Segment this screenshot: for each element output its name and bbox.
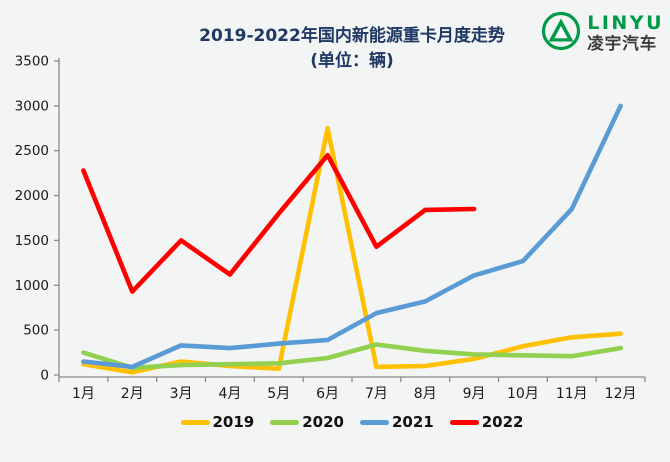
linyu-logo: LINYU 凌宇汽车: [540, 10, 664, 56]
x-tick-label: 9月: [463, 386, 486, 402]
x-tick-label: 11月: [556, 386, 588, 402]
legend-item-2021: 2021: [360, 413, 434, 431]
legend-label-2021: 2021: [392, 413, 434, 431]
legend-item-2022: 2022: [449, 413, 524, 431]
legend-swatch-2019: [180, 419, 210, 425]
y-tick-label: 3500: [15, 54, 49, 70]
linyu-logo-text: LINYU 凌宇汽车: [587, 11, 664, 53]
series-line-2019: [81, 126, 623, 375]
x-tick-label: 3月: [170, 386, 193, 402]
series-line-2022: [81, 152, 477, 294]
y-tick-label: 2000: [15, 188, 49, 204]
legend-swatch-2020: [270, 419, 300, 425]
y-tick-label: 0: [40, 368, 49, 384]
chart-title-line1: 2019-2022年国内新能源重卡月度走势: [199, 26, 505, 46]
linyu-logo-icon: [540, 10, 582, 56]
legend-item-2019: 2019: [180, 413, 255, 431]
chart-title-unit: (单位：辆): [310, 50, 394, 71]
chart-title: 2019-2022年国内新能源重卡月度走势 (单位：辆): [59, 24, 645, 73]
brand-name-cn: 凌宇汽车: [587, 33, 658, 53]
y-tick-label: 3000: [15, 98, 49, 114]
legend-label-2020: 2020: [302, 413, 344, 431]
x-tick-label: 7月: [365, 386, 388, 402]
legend-swatch-2021: [360, 419, 389, 425]
y-tick-label: 2500: [15, 143, 49, 159]
x-tick-label: 4月: [218, 386, 241, 402]
brand-name-en: LINYU: [587, 11, 664, 34]
x-tick-label: 2月: [121, 386, 144, 402]
x-tick-label: 10月: [507, 386, 539, 402]
chart-legend: 2019 2020 2021 2022: [59, 413, 645, 431]
legend-label-2022: 2022: [481, 413, 524, 431]
y-tick-label: 1000: [15, 278, 49, 294]
legend-label-2019: 2019: [212, 413, 255, 431]
x-tick-label: 6月: [316, 386, 339, 402]
y-tick-label: 500: [23, 323, 49, 339]
y-tick-label: 1500: [15, 233, 49, 249]
x-tick-label: 8月: [414, 386, 437, 402]
x-tick-label: 1月: [72, 386, 95, 402]
legend-item-2020: 2020: [270, 413, 344, 431]
legend-swatch-2022: [449, 419, 479, 425]
series-line-2020: [81, 342, 623, 371]
x-tick-label: 12月: [605, 386, 637, 402]
series-line-2021: [81, 103, 623, 370]
x-tick-label: 5月: [267, 386, 290, 402]
